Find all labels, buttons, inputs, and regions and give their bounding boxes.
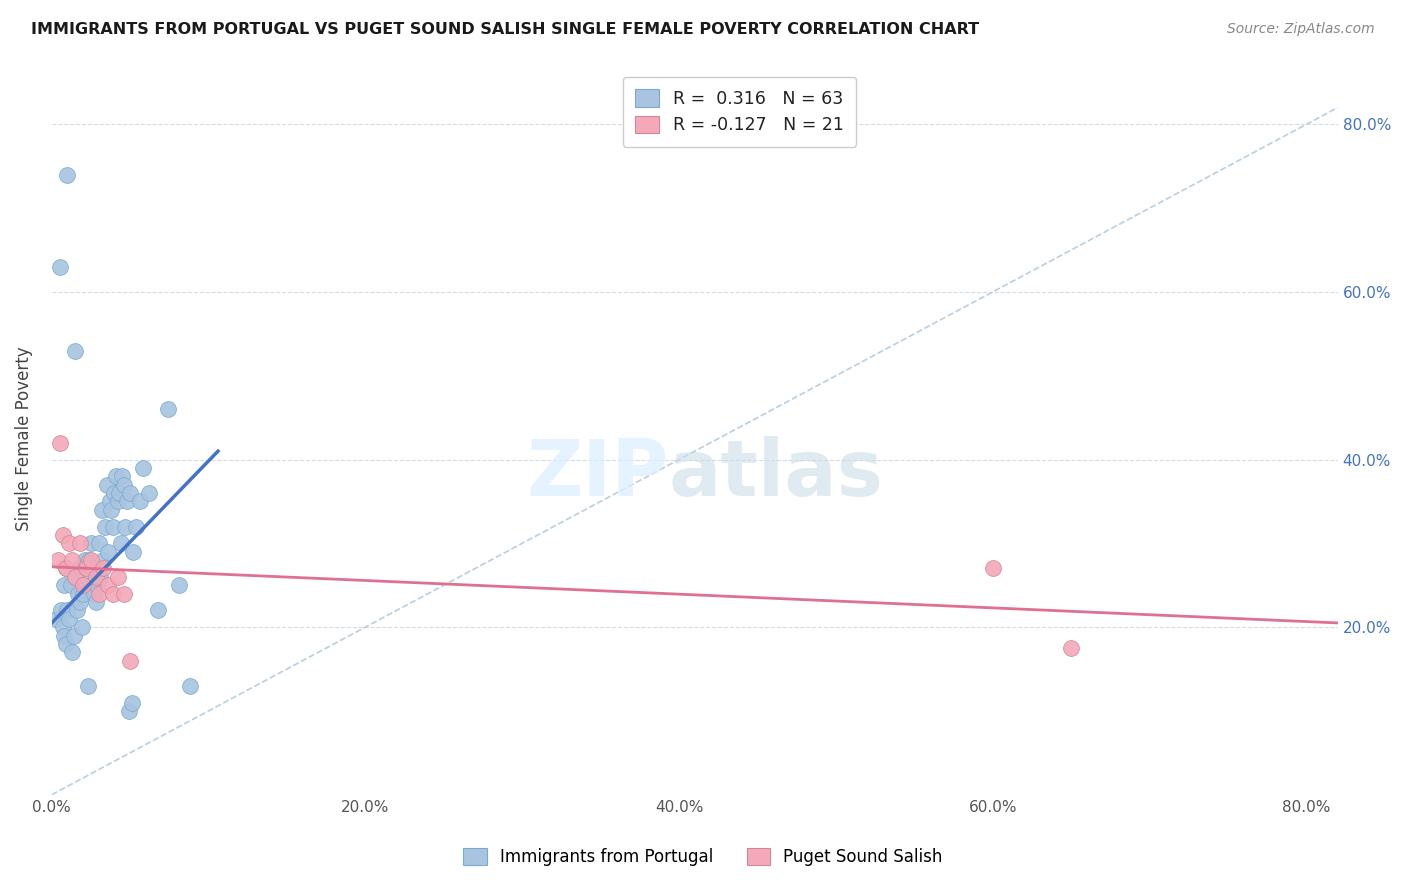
Point — [90, 503, 112, 517]
Point — [52, 528, 75, 542]
Point — [82, 561, 104, 575]
Point — [167, 578, 190, 592]
Text: atlas: atlas — [669, 436, 884, 512]
Point — [97, 545, 120, 559]
Legend: R =  0.316   N = 63, R = -0.127   N = 21: R = 0.316 N = 63, R = -0.127 N = 21 — [623, 77, 856, 146]
Point — [58, 536, 80, 550]
Point — [112, 477, 135, 491]
Point — [107, 494, 129, 508]
Point — [65, 343, 87, 358]
Point — [55, 561, 77, 575]
Point — [80, 578, 103, 592]
Point — [75, 561, 97, 575]
Point — [67, 586, 90, 600]
Y-axis label: Single Female Poverty: Single Female Poverty — [15, 346, 32, 531]
Point — [53, 578, 76, 592]
Point — [111, 469, 134, 483]
Point — [52, 620, 75, 634]
Point — [55, 637, 77, 651]
Point — [69, 595, 91, 609]
Point — [112, 586, 135, 600]
Point — [93, 561, 115, 575]
Point — [114, 519, 136, 533]
Point — [56, 168, 79, 182]
Point — [48, 435, 70, 450]
Point — [115, 494, 138, 508]
Point — [66, 603, 89, 617]
Legend: Immigrants from Portugal, Puget Sound Salish: Immigrants from Portugal, Puget Sound Sa… — [457, 841, 949, 873]
Point — [72, 578, 94, 592]
Point — [103, 486, 125, 500]
Point — [84, 570, 107, 584]
Point — [58, 612, 80, 626]
Point — [48, 260, 70, 274]
Point — [981, 561, 1004, 575]
Point — [101, 519, 124, 533]
Point — [87, 586, 110, 600]
Point — [89, 570, 111, 584]
Point — [65, 570, 87, 584]
Point — [87, 536, 110, 550]
Point — [84, 595, 107, 609]
Point — [120, 486, 142, 500]
Point — [100, 503, 122, 517]
Point — [105, 469, 128, 483]
Point — [138, 486, 160, 500]
Point — [125, 519, 148, 533]
Point — [83, 586, 105, 600]
Point — [121, 696, 143, 710]
Point — [56, 603, 79, 617]
Point — [69, 561, 91, 575]
Point — [179, 679, 201, 693]
Point — [117, 704, 139, 718]
Point — [45, 612, 67, 626]
Point — [122, 545, 145, 559]
Point — [72, 586, 94, 600]
Text: IMMIGRANTS FROM PORTUGAL VS PUGET SOUND SALISH SINGLE FEMALE POVERTY CORRELATION: IMMIGRANTS FROM PORTUGAL VS PUGET SOUND … — [31, 22, 979, 37]
Point — [75, 570, 97, 584]
Point — [97, 578, 120, 592]
Point — [1060, 641, 1083, 656]
Point — [128, 494, 150, 508]
Point — [107, 570, 129, 584]
Point — [60, 553, 83, 567]
Point — [96, 477, 118, 491]
Point — [53, 628, 76, 642]
Point — [108, 486, 131, 500]
Point — [70, 620, 93, 634]
Point — [69, 536, 91, 550]
Point — [59, 578, 82, 592]
Point — [86, 578, 108, 592]
Text: ZIP: ZIP — [527, 436, 669, 512]
Point — [93, 553, 115, 567]
Point — [65, 570, 87, 584]
Point — [73, 553, 96, 567]
Point — [101, 586, 124, 600]
Point — [46, 553, 69, 567]
Point — [62, 628, 84, 642]
Point — [110, 536, 132, 550]
Point — [148, 603, 170, 617]
Point — [76, 679, 98, 693]
Point — [94, 519, 117, 533]
Point — [98, 494, 121, 508]
Point — [120, 654, 142, 668]
Point — [80, 536, 103, 550]
Text: Source: ZipAtlas.com: Source: ZipAtlas.com — [1227, 22, 1375, 37]
Point — [131, 461, 153, 475]
Point — [55, 561, 77, 575]
Point — [60, 645, 83, 659]
Point — [156, 402, 179, 417]
Point — [49, 603, 72, 617]
Point — [79, 553, 101, 567]
Point — [80, 553, 103, 567]
